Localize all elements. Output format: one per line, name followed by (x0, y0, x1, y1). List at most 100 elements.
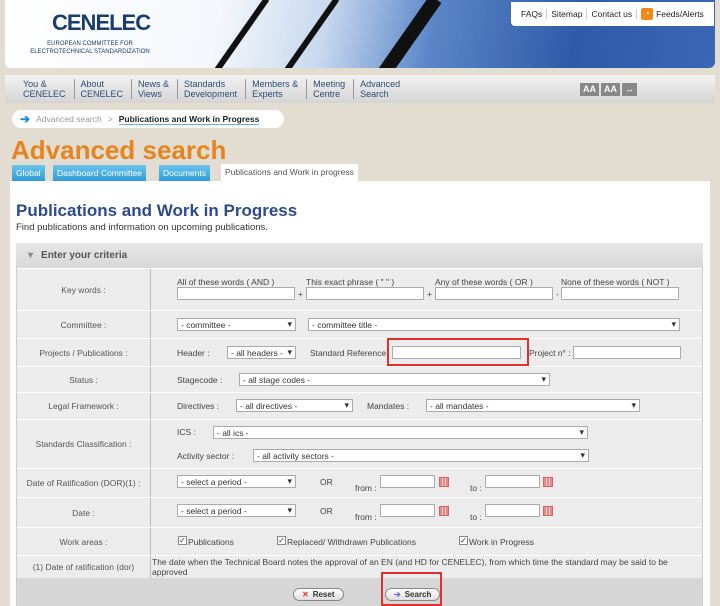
calendar-icon[interactable] (439, 506, 449, 516)
publications-checkbox[interactable]: ✓ (178, 536, 187, 545)
ics-select[interactable]: - all ics - (213, 426, 588, 439)
mandates-select[interactable]: - all mandates - (426, 399, 640, 412)
row-classification: Standards Classification : ICS : - all i… (17, 419, 702, 468)
breadcrumb: ➔ Advanced search > Publications and Wor… (12, 110, 284, 128)
search-button[interactable]: ➔ Search (385, 588, 441, 601)
any-words-input[interactable] (435, 287, 553, 300)
exact-phrase-input[interactable] (306, 287, 424, 300)
dor-from-input[interactable] (380, 475, 435, 488)
committee-label: Committee : (17, 311, 151, 338)
activity-sector-select[interactable]: - all activity sectors - (253, 449, 589, 462)
nav-item-2[interactable]: News & Views (132, 79, 179, 99)
criteria-header[interactable]: ▾ Enter your criteria (16, 243, 703, 268)
nav-label: Experts (252, 89, 283, 99)
tab-documents[interactable]: Documents (159, 165, 210, 181)
rss-icon: ◔ (641, 8, 654, 20)
font-controls: AA AA ↔ (580, 83, 637, 96)
calendar-icon[interactable] (543, 477, 553, 487)
section-subheading: Find publications and information on upc… (16, 222, 268, 233)
not-label: None of these words ( NOT ) (561, 277, 670, 287)
committee-select[interactable]: - committee - (177, 318, 296, 331)
nav-label: Centre (313, 89, 341, 99)
nav-label: Standards (184, 79, 226, 89)
logo-subtitle: EUROPEAN COMMITTEE FOR ELECTROTECHNICAL … (30, 41, 150, 55)
cenelec-logo[interactable]: CENELEC (52, 10, 151, 35)
keywords-label: Key words : (17, 269, 151, 310)
tab-publications[interactable]: Publications and Work in progress (221, 164, 358, 181)
breadcrumb-advanced-search[interactable]: Advanced search (36, 114, 102, 124)
dor-to-input[interactable] (485, 475, 540, 488)
nav-item-1[interactable]: About CENELEC (75, 79, 133, 99)
nav-label: Development (184, 89, 238, 99)
withdrawn-label: Replaced/ Withdrawn Publications (287, 537, 416, 547)
highlight-box (381, 572, 442, 606)
nav-item-0[interactable]: You & CENELEC (17, 79, 75, 99)
nav-label: You & (23, 79, 47, 89)
calendar-icon[interactable] (439, 477, 449, 487)
feeds-link[interactable]: ◔ Feeds/Alerts (637, 8, 708, 20)
ics-label: ICS : (177, 427, 196, 437)
none-words-input[interactable] (561, 287, 679, 300)
header-label: Header : (177, 348, 210, 358)
minus-sign: - (556, 289, 559, 299)
calendar-icon[interactable] (543, 506, 553, 516)
reset-button[interactable]: ✕ Reset (293, 588, 344, 601)
nav-label: Views (138, 89, 162, 99)
nav-item-3[interactable]: Standards Development (178, 79, 247, 99)
row-projects: Projects / Publications : Header : - all… (17, 338, 702, 366)
font-smaller-button[interactable]: AA (580, 83, 599, 96)
date-period-select[interactable]: - select a period - (177, 504, 296, 517)
tab-global[interactable]: Global (12, 165, 45, 181)
or-label: OR (320, 506, 333, 516)
stagecode-select[interactable]: - all stage codes - (239, 373, 550, 386)
reset-label: Reset (312, 590, 335, 599)
publications-label: Publications (188, 537, 234, 547)
top-links: FAQs Sitemap Contact us ◔ Feeds/Alerts (511, 2, 714, 26)
faqs-link[interactable]: FAQs (517, 9, 548, 19)
section-heading: Publications and Work in Progress (16, 201, 298, 220)
work-in-progress-label: Work in Progress (469, 537, 535, 547)
nav-label: Search (360, 89, 389, 99)
project-number-input[interactable] (573, 346, 681, 359)
row-committee: Committee : - committee - - committee ti… (17, 310, 702, 338)
date-from-input[interactable] (380, 504, 435, 517)
footnote-label: (1) Date of ratification (dor) (17, 556, 151, 578)
nav-label: News & (138, 79, 170, 89)
nav-label: Members & (252, 79, 299, 89)
criteria-title: Enter your criteria (41, 250, 128, 261)
row-status: Status : Stagecode : - all stage codes - (17, 366, 702, 392)
and-label: All of these words ( AND ) (177, 277, 275, 287)
header-select[interactable]: - all headers - (227, 346, 296, 359)
date-label: Date : (17, 498, 151, 527)
triangle-down-icon: ▾ (28, 250, 34, 261)
committee-title-select[interactable]: - committee title - (308, 318, 680, 331)
row-dor: Date of Ratification (DOR)(1) : - select… (17, 468, 702, 497)
activity-sector-label: Activity sector : (177, 451, 235, 461)
project-number-label: Project n° : (529, 348, 571, 358)
mandates-label: Mandates : (367, 401, 410, 411)
tab-dashboard-committee[interactable]: Dashboard Committee (53, 165, 147, 181)
dor-period-select[interactable]: - select a period - (177, 475, 296, 488)
work-in-progress-checkbox[interactable]: ✓ (459, 536, 468, 545)
arrow-right-icon: ➔ (20, 112, 31, 126)
phrase-label: This exact phrase ( " " ) (306, 277, 395, 287)
nav-item-6[interactable]: Advanced Search (354, 79, 408, 99)
nav-label: Meeting (313, 79, 346, 89)
sitemap-link[interactable]: Sitemap (547, 9, 588, 19)
and-words-input[interactable] (177, 287, 295, 300)
projects-label: Projects / Publications : (17, 339, 151, 366)
directives-select[interactable]: - all directives - (236, 399, 353, 412)
width-toggle-button[interactable]: ↔ (622, 83, 637, 96)
date-to-input[interactable] (485, 504, 540, 517)
font-larger-button[interactable]: AA (601, 83, 620, 96)
contact-link[interactable]: Contact us (587, 9, 638, 19)
or-label: Any of these words ( OR ) (435, 277, 533, 287)
row-work-areas: Work areas : ✓ Publications ✓ Replaced/ … (17, 527, 702, 555)
withdrawn-checkbox[interactable]: ✓ (277, 536, 286, 545)
standard-reference-input[interactable] (392, 346, 521, 359)
to-label: to : (470, 512, 482, 522)
nav-item-5[interactable]: Meeting Centre (307, 79, 355, 99)
nav-item-4[interactable]: Members & Experts (246, 79, 308, 99)
row-keywords: Key words : All of these words ( AND ) T… (17, 268, 702, 310)
to-label: to : (470, 483, 482, 493)
